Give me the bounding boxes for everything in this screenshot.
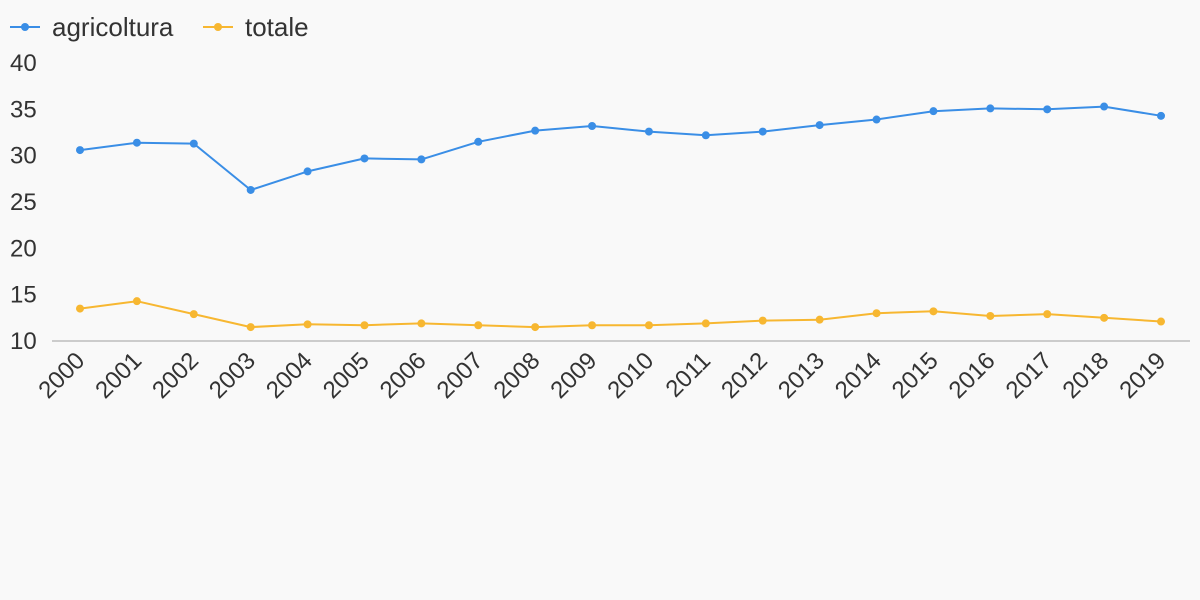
legend-item-totale[interactable]: totale [203, 12, 309, 42]
legend: agricoltura totale [10, 12, 309, 42]
x-tick-label: 2019 [1114, 347, 1171, 404]
x-tick-label: 2009 [545, 347, 602, 404]
legend-label-agricoltura: agricoltura [52, 12, 174, 42]
data-point-agricoltura-2011[interactable] [701, 131, 710, 140]
y-tick-label: 35 [10, 96, 37, 123]
data-point-agricoltura-2002[interactable] [189, 139, 198, 148]
data-point-agricoltura-2010[interactable] [644, 127, 653, 136]
x-tick-label: 2017 [1001, 347, 1058, 404]
data-point-totale-2008[interactable] [531, 323, 540, 332]
y-tick-label: 10 [10, 328, 37, 355]
data-point-totale-2016[interactable] [986, 311, 995, 320]
data-point-agricoltura-2005[interactable] [360, 154, 369, 163]
data-point-agricoltura-2006[interactable] [417, 155, 426, 164]
series-line-agricoltura [79, 105, 1162, 191]
data-point-totale-2002[interactable] [189, 310, 198, 319]
y-tick-label: 30 [10, 143, 37, 170]
x-tick-label: 2015 [887, 347, 944, 404]
data-point-agricoltura-2018[interactable] [1100, 102, 1109, 111]
data-point-totale-2015[interactable] [929, 307, 938, 316]
y-tick-label: 25 [10, 189, 37, 216]
data-point-agricoltura-2001[interactable] [132, 138, 141, 147]
x-tick-label: 2003 [204, 347, 261, 404]
data-point-agricoltura-2015[interactable] [929, 107, 938, 116]
legend-label-totale: totale [245, 12, 309, 42]
x-tick-label: 2004 [261, 347, 318, 404]
y-tick-label: 20 [10, 235, 37, 262]
series-totale [76, 297, 1165, 332]
x-tick-label: 2016 [944, 347, 1001, 404]
data-point-totale-2000[interactable] [76, 304, 84, 313]
x-tick-label: 2012 [716, 347, 773, 404]
data-point-totale-2010[interactable] [644, 321, 653, 330]
data-point-agricoltura-2014[interactable] [872, 115, 881, 124]
data-point-totale-2001[interactable] [132, 297, 141, 306]
x-tick-label: 2018 [1058, 347, 1115, 404]
data-point-agricoltura-2016[interactable] [986, 104, 995, 113]
x-tick-label: 2010 [602, 347, 659, 404]
x-tick-label: 2000 [33, 347, 90, 404]
y-tick-label: 40 [10, 50, 37, 77]
x-tick-label: 2001 [90, 347, 147, 404]
y-axis: 10 15 20 25 30 35 40 [10, 50, 37, 355]
data-point-totale-2013[interactable] [815, 315, 824, 324]
series-agricoltura [76, 102, 1165, 194]
x-tick-label: 2014 [830, 347, 887, 404]
data-point-totale-2009[interactable] [588, 321, 597, 330]
data-point-totale-2005[interactable] [360, 321, 369, 330]
data-point-totale-2014[interactable] [872, 309, 881, 318]
x-axis: 2000 2001 2002 2003 2004 2005 2006 2007 2008 2009… [33, 340, 1190, 404]
data-point-totale-2019[interactable] [1157, 317, 1165, 326]
data-point-agricoltura-2003[interactable] [246, 185, 255, 194]
data-point-totale-2007[interactable] [474, 321, 483, 330]
legend-item-agricoltura[interactable]: agricoltura [10, 12, 174, 42]
data-point-agricoltura-2009[interactable] [588, 122, 597, 131]
x-tick-label: 2008 [489, 347, 546, 404]
y-tick-label: 15 [10, 282, 37, 309]
data-point-agricoltura-2019[interactable] [1157, 111, 1165, 120]
x-tick-label: 2002 [147, 347, 204, 404]
legend-marker-totale [214, 23, 222, 31]
data-point-totale-2018[interactable] [1100, 313, 1109, 322]
x-tick-label: 2011 [660, 347, 716, 403]
data-point-totale-2003[interactable] [246, 323, 255, 332]
data-point-totale-2017[interactable] [1043, 310, 1052, 319]
data-point-totale-2006[interactable] [417, 319, 426, 328]
data-point-agricoltura-2004[interactable] [303, 167, 312, 176]
data-point-totale-2004[interactable] [303, 320, 312, 329]
legend-marker-agricoltura [21, 23, 29, 31]
data-point-agricoltura-2017[interactable] [1043, 105, 1052, 114]
series-line-totale [79, 300, 1162, 329]
data-point-totale-2011[interactable] [701, 319, 710, 328]
x-tick-label: 2013 [773, 347, 830, 404]
x-tick-label: 2005 [318, 347, 375, 404]
data-point-agricoltura-2007[interactable] [474, 137, 483, 146]
x-tick-label: 2007 [432, 347, 489, 404]
data-point-agricoltura-2008[interactable] [531, 126, 540, 135]
data-point-totale-2012[interactable] [758, 316, 767, 325]
data-point-agricoltura-2000[interactable] [76, 146, 84, 155]
x-tick-label: 2006 [375, 347, 432, 404]
data-point-agricoltura-2013[interactable] [815, 121, 824, 130]
series-layer [76, 102, 1165, 332]
data-point-agricoltura-2012[interactable] [758, 127, 767, 136]
